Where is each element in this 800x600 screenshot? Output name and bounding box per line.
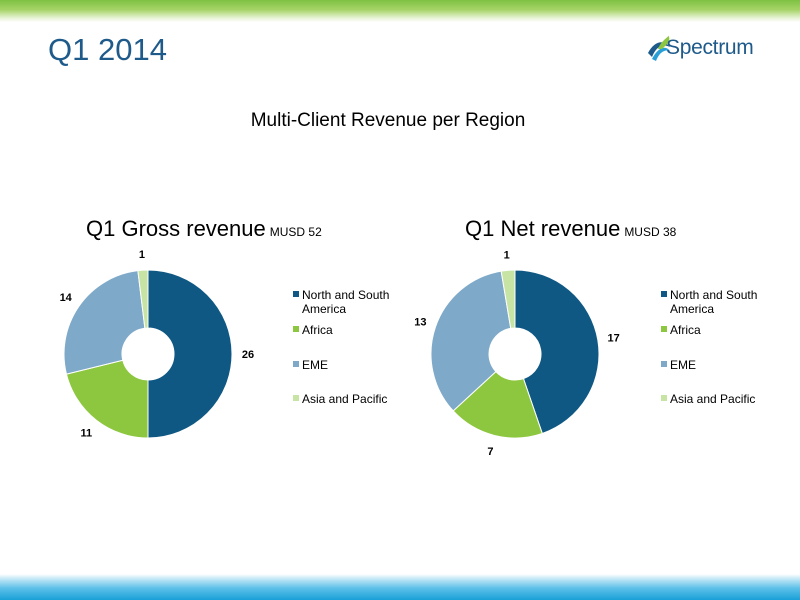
legend-swatch	[293, 326, 299, 332]
legend-label: EME	[670, 358, 697, 372]
gross-revenue-title: Q1 Gross revenue	[86, 216, 266, 241]
net-revenue-heading: Q1 Net revenue MUSD 38	[465, 216, 676, 242]
gross-revenue-heading: Q1 Gross revenue MUSD 52	[86, 216, 322, 242]
legend-swatch	[293, 291, 299, 297]
bottom-decorative-band	[0, 574, 800, 600]
legend-label: Africa	[302, 323, 333, 337]
gross-revenue-slice-asia-pacific	[137, 269, 149, 329]
gross-revenue-data-label-eme: 14	[60, 292, 73, 304]
net-revenue-legend: North and South America Africa EME Asia and…	[661, 288, 771, 418]
net-revenue-slice-eme	[430, 270, 512, 412]
gross-revenue-legend: North and South America Africa EME Asia and…	[293, 288, 403, 418]
gross-revenue-data-label-north-south-america: 26	[242, 349, 254, 361]
legend-swatch	[293, 361, 299, 367]
net-revenue-data-label-north-south-america: 17	[608, 333, 620, 345]
gross-revenue-slice-north-south-america	[147, 269, 233, 439]
net-revenue-slice-north-south-america	[514, 269, 600, 435]
net-revenue-data-label-eme: 13	[414, 317, 426, 329]
legend-swatch	[661, 395, 667, 401]
gross-revenue-data-label-africa: 11	[81, 428, 93, 440]
legend-label: North and South America	[670, 288, 758, 316]
legend-swatch	[293, 395, 299, 401]
legend-swatch	[661, 326, 667, 332]
gross-revenue-slice-eme	[63, 270, 146, 375]
gross-revenue-unit: MUSD 52	[269, 225, 322, 239]
legend-swatch	[661, 361, 667, 367]
gross-revenue-data-label-asia-pacific: 1	[139, 249, 145, 261]
net-revenue-title: Q1 Net revenue	[465, 216, 621, 241]
legend-label: North and South America	[302, 288, 390, 316]
logo-text: Spectrum	[666, 36, 754, 59]
legend-label: Africa	[670, 323, 701, 337]
top-decorative-band	[0, 0, 800, 22]
spectrum-logo-icon	[648, 35, 670, 61]
net-revenue-slice-asia-pacific	[500, 269, 516, 329]
net-revenue-pie-chart: 17 7 13 1	[414, 249, 620, 458]
legend-label: Asia and Pacific	[670, 392, 756, 406]
legend-label: Asia and Pacific	[302, 392, 388, 406]
net-revenue-slice-africa	[452, 370, 543, 439]
net-revenue-data-label-asia-pacific: 1	[504, 249, 510, 261]
chart-subtitle: Multi-Client Revenue per Region	[250, 110, 526, 131]
net-revenue-unit: MUSD 38	[624, 225, 677, 239]
net-revenue-data-label-africa: 7	[487, 446, 493, 458]
legend-label: EME	[302, 358, 329, 372]
legend-swatch	[661, 291, 667, 297]
slide-title: Q1 2014	[48, 32, 167, 67]
gross-revenue-pie-chart: 26 11 14 1	[60, 249, 255, 440]
gross-revenue-slice-africa	[65, 359, 149, 439]
